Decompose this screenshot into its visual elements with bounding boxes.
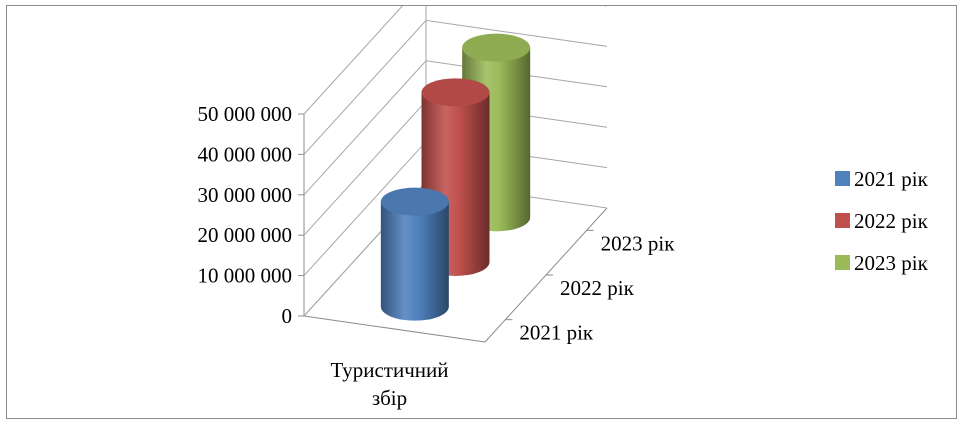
category-label-line: збір — [372, 386, 407, 410]
category-axis-label: Туристичний збір — [330, 358, 448, 410]
legend-label: 2022 рік — [854, 209, 929, 233]
y-tick-label: 10 000 000 — [198, 264, 293, 288]
y-tick-label: 50 000 000 — [198, 102, 293, 126]
cylinder-top — [462, 33, 531, 62]
cylinder-top — [421, 78, 490, 107]
y-tick-label: 0 — [282, 304, 293, 328]
cylinder-bar-chart: 0 10 000 000 20 000 000 30 000 000 40 000 00… — [198, 0, 929, 410]
y-tick-label: 40 000 000 — [198, 142, 293, 166]
chart-frame: 0 10 000 000 20 000 000 30 000 000 40 000 00… — [6, 0, 957, 419]
y-tick-label: 20 000 000 — [198, 223, 293, 247]
legend: 2021 рік 2022 рік 2023 рік — [835, 167, 929, 275]
legend-label: 2023 рік — [854, 251, 929, 275]
legend-swatch — [835, 255, 850, 270]
gridline — [303, 0, 608, 115]
depth-tick-label: 2021 рік — [519, 321, 594, 345]
gridline — [303, 60, 608, 196]
legend-item: 2022 рік — [835, 209, 929, 233]
y-tick-label: 30 000 000 — [198, 183, 293, 207]
legend-swatch — [835, 213, 850, 228]
legend-label: 2021 рік — [854, 167, 929, 191]
gridline — [303, 19, 608, 155]
cylinder-bar — [380, 187, 449, 321]
depth-axis: 2021 рік 2022 рік 2023 рік — [505, 229, 676, 345]
legend-item: 2021 рік — [835, 167, 929, 191]
y-axis-ticks: 0 10 000 000 20 000 000 30 000 000 40 000 00… — [198, 0, 608, 328]
legend-item: 2023 рік — [835, 251, 929, 275]
legend-swatch — [835, 171, 850, 186]
depth-tick-label: 2023 рік — [601, 231, 676, 255]
floor-front-edge — [303, 315, 486, 343]
cylinder-top — [380, 187, 449, 216]
cylinder-body — [380, 201, 449, 321]
category-label-line: Туристичний — [330, 358, 448, 382]
depth-tick-label: 2022 рік — [560, 276, 635, 300]
cylinder-bars — [380, 33, 531, 321]
